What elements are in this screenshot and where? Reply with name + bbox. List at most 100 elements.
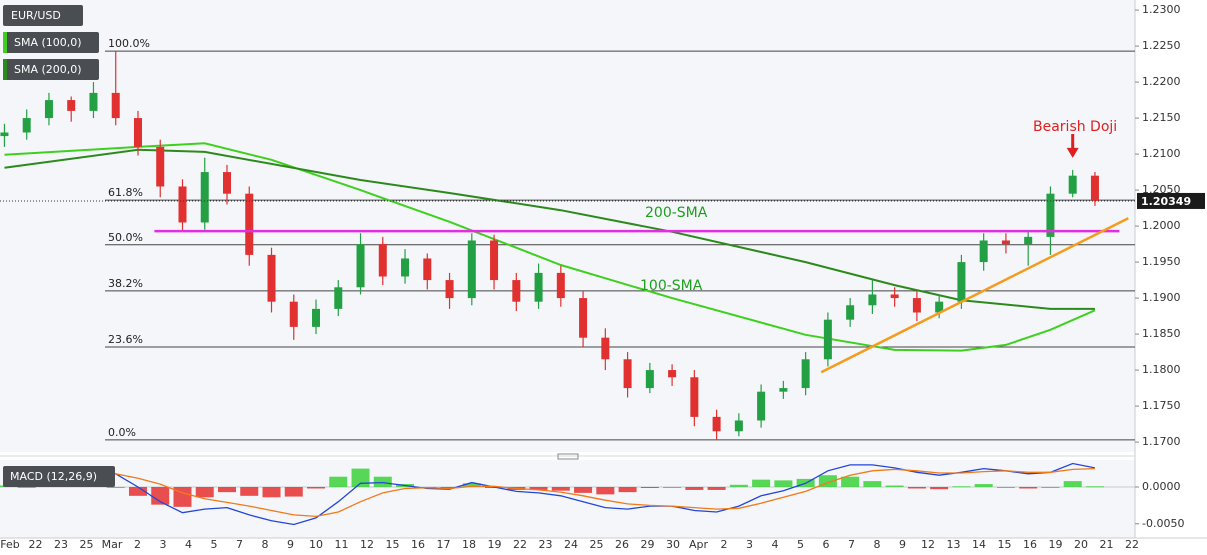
histogram-bar (106, 487, 125, 488)
macd-title: MACD (12,26,9) (10, 470, 97, 483)
candle-body (401, 258, 410, 277)
histogram-bar (128, 487, 147, 496)
candle-body (668, 370, 677, 378)
histogram-bar (373, 476, 392, 487)
y-tick-label: 1.1700 (1142, 435, 1181, 448)
candle-body (111, 92, 120, 119)
histogram-bar (307, 487, 326, 489)
y-tick-label: 1.1750 (1142, 399, 1181, 412)
x-tick-label: 20 (1074, 538, 1088, 551)
x-tick-label: 17 (437, 538, 451, 551)
x-tick-label: 13 (947, 538, 961, 551)
histogram-bar (774, 480, 793, 487)
fib-label: 0.0% (108, 426, 136, 439)
x-tick-label: 11 (335, 538, 349, 551)
candle-body (467, 240, 476, 299)
pane-handle[interactable] (557, 453, 579, 460)
annotation: 200-SMA (645, 205, 708, 221)
x-tick-label: 23 (539, 538, 553, 551)
histogram-bar (440, 487, 459, 488)
legend: EUR/USD SMA (100,0) SMA (200,0) MACD (12… (3, 5, 115, 487)
y-tick-label: 1.2150 (1142, 111, 1181, 124)
y-tick-label: 1.2300 (1142, 3, 1181, 16)
x-tick-label: 7 (848, 538, 855, 551)
candle-body (423, 258, 432, 281)
histogram-bar (240, 487, 259, 496)
histogram-bar (818, 475, 837, 487)
histogram-bar (707, 487, 726, 490)
candle-body (312, 308, 321, 327)
x-tick-label: Mar (102, 538, 123, 551)
candle-body (846, 305, 855, 320)
histogram-bar (618, 487, 637, 493)
histogram-bar (752, 479, 771, 487)
x-tick-label: 5 (211, 538, 218, 551)
x-tick-label: 2 (721, 538, 728, 551)
histogram-bar (974, 484, 993, 487)
y-tick-label: 1.2000 (1142, 219, 1181, 232)
y-tick-label: 1.2200 (1142, 75, 1181, 88)
x-tick-label: 19 (1049, 538, 1063, 551)
annotation: 100-SMA (640, 278, 703, 294)
fib-label: 50.0% (108, 231, 143, 244)
histogram-bar (996, 487, 1015, 488)
candle-body (490, 240, 499, 281)
candle-body (512, 280, 521, 302)
candle-body (1024, 236, 1033, 245)
candle-body (223, 172, 231, 194)
sma-line (4, 148, 1095, 310)
candle-body (1090, 175, 1099, 201)
candle-body (912, 298, 921, 313)
histogram-bar (885, 485, 904, 487)
y-tick-label: 1.2050 (1142, 183, 1181, 196)
price-pane-bg (0, 0, 1135, 452)
x-tick-label: 18 (462, 538, 476, 551)
x-tick-label: 22 (29, 538, 43, 551)
candle-body (267, 254, 276, 302)
candle-body (556, 272, 565, 299)
candle-body (356, 244, 365, 288)
legend-box (3, 59, 99, 80)
x-tick-label: 30 (666, 538, 680, 551)
candle-body (445, 280, 454, 299)
candle-body (1001, 240, 1010, 245)
x-tick-label: Feb (0, 538, 19, 551)
candle-body (22, 118, 31, 133)
candle-body (0, 132, 9, 137)
last-price-label: 1.20349 (1141, 195, 1191, 208)
candle-body (1068, 175, 1077, 194)
candle-body (89, 92, 98, 111)
histogram-bar (596, 487, 615, 495)
x-tick-label: 29 (641, 538, 655, 551)
candle-body (645, 370, 654, 389)
x-tick-label: 16 (411, 538, 425, 551)
histogram-bar (551, 487, 570, 491)
x-tick-label: 3 (160, 538, 167, 551)
macd-line (4, 467, 1095, 518)
candle-body (334, 287, 343, 309)
legend-title: EUR/USD (11, 9, 61, 22)
x-tick-label: 15 (998, 538, 1012, 551)
histogram-bar (262, 487, 281, 498)
candle-body (623, 359, 632, 389)
legend-entry: SMA (200,0) (14, 63, 82, 76)
candle-body (601, 337, 610, 360)
x-tick-label: 12 (360, 538, 374, 551)
histogram-bar (1063, 481, 1082, 487)
x-tick-label: 22 (513, 538, 527, 551)
candle-body (979, 240, 988, 263)
legend-swatch (3, 32, 7, 53)
y-tick-label: 1.2250 (1142, 39, 1181, 52)
x-tick-label: 25 (80, 538, 94, 551)
x-tick-label: 25 (590, 538, 604, 551)
x-tick-label: Apr (689, 538, 709, 551)
x-tick-label: 9 (899, 538, 906, 551)
candle-body (67, 100, 76, 111)
histogram-bar (284, 487, 303, 497)
histogram-bar (1019, 487, 1038, 489)
x-tick-label: 22 (1125, 538, 1139, 551)
candle-body (245, 193, 254, 255)
candle-body (579, 298, 588, 338)
y-tick-label: 1.1950 (1142, 255, 1181, 268)
